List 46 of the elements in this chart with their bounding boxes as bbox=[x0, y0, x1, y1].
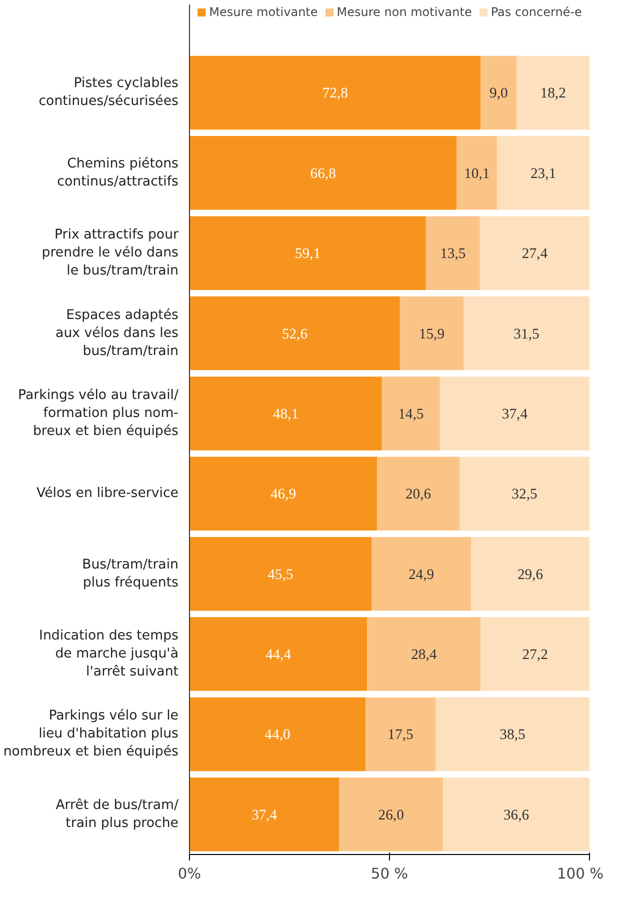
data-label: 28,4 bbox=[411, 647, 438, 664]
y-tick-label: Pistes cyclables continues/sécurisées bbox=[38, 76, 179, 110]
data-label: 29,6 bbox=[517, 566, 544, 583]
data-label: 66,8 bbox=[310, 166, 336, 182]
data-label: 23,1 bbox=[530, 166, 556, 182]
y-tick-label: Bus/tram/train plus fréquents bbox=[82, 557, 179, 590]
y-tick-label: Chemins piétons continus/attractifs bbox=[57, 156, 179, 190]
data-label: 72,8 bbox=[322, 86, 348, 102]
data-label: 14,5 bbox=[398, 406, 424, 422]
data-label: 24,9 bbox=[408, 566, 434, 583]
y-tick-label: Parkings vélo sur le lieu d'habitation plus nombreux et bien équipés bbox=[3, 708, 179, 760]
data-label: 18,2 bbox=[540, 86, 566, 102]
x-tick-label: 0% bbox=[178, 866, 202, 882]
data-label: 44,4 bbox=[265, 647, 292, 664]
data-label: 17,5 bbox=[388, 727, 414, 744]
data-label: 45,5 bbox=[268, 566, 294, 583]
data-label: 59,1 bbox=[294, 246, 321, 262]
x-tick-label: 100 % bbox=[556, 866, 604, 882]
data-label: 9,0 bbox=[490, 86, 508, 102]
data-label: 27,4 bbox=[522, 246, 548, 262]
legend-label: Mesure non motivante bbox=[336, 5, 472, 19]
y-tick-label: Prix attractifs pour prendre le vélo dans le bus/tram/train bbox=[42, 228, 180, 279]
data-label: 20,6 bbox=[405, 486, 432, 503]
data-label: 44,0 bbox=[264, 727, 290, 744]
y-tick-label: Espaces adaptés aux vélos dans les bus/tram/train bbox=[56, 308, 179, 359]
legend-label: Mesure motivante bbox=[209, 5, 318, 19]
data-label: 52,6 bbox=[282, 326, 308, 342]
data-label: 37,4 bbox=[251, 807, 278, 824]
legend-label: Pas concerné-e bbox=[490, 5, 582, 19]
data-label: 13,5 bbox=[440, 246, 466, 262]
data-label: 48,1 bbox=[272, 406, 299, 422]
y-tick-label: Parkings vélo au travail/ formation plus nom- breux et bien équipés bbox=[18, 388, 180, 439]
x-tick-label: 50 % bbox=[370, 866, 408, 882]
data-label: 26,0 bbox=[378, 807, 404, 824]
data-label: 10,1 bbox=[464, 166, 490, 182]
data-label: 46,9 bbox=[270, 486, 296, 503]
data-label: 38,5 bbox=[500, 727, 526, 744]
y-tick-label: Indication des temps de marche jusqu'à l'arrêt suivant bbox=[39, 628, 179, 680]
y-tick-label: Arrêt de bus/tram/ train plus proche bbox=[56, 798, 180, 831]
data-label: 36,6 bbox=[503, 807, 530, 824]
data-label: 37,4 bbox=[502, 406, 528, 422]
data-label: 15,9 bbox=[418, 326, 445, 342]
data-label: 27,2 bbox=[522, 647, 548, 664]
data-label: 32,5 bbox=[512, 486, 538, 503]
data-label: 31,5 bbox=[514, 326, 540, 342]
y-tick-label: Vélos en libre-service bbox=[36, 486, 179, 502]
